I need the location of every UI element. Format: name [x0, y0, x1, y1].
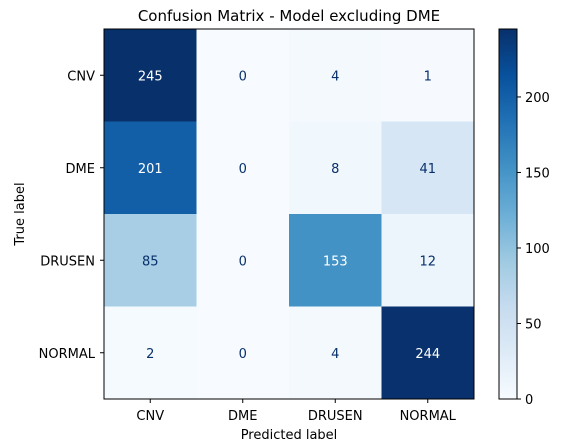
cell-value-label: 0	[239, 162, 247, 177]
heatmap-cell	[381, 214, 475, 307]
heatmap-cell	[289, 121, 382, 215]
colorbar-ticks: 0 50 100 150 200	[517, 91, 550, 408]
heatmap-cell	[196, 121, 290, 215]
heatmap-cell	[104, 29, 197, 122]
heatmap-cell	[104, 121, 197, 215]
cell-value-label: 12	[419, 254, 436, 269]
colorbar-tick-label: 50	[525, 317, 542, 332]
cell-value-label: 0	[239, 347, 247, 362]
cell-value-label: 245	[138, 69, 163, 84]
y-tick-label: DME	[66, 162, 95, 177]
heatmap-cell	[104, 214, 197, 307]
cell-value-label: 244	[415, 347, 440, 362]
colorbar-tick-label: 0	[525, 393, 533, 408]
heatmap-cell	[196, 214, 290, 307]
x-tick-label: CNV	[136, 409, 164, 424]
heatmap-cell	[104, 306, 197, 400]
heatmap-cell	[289, 29, 382, 122]
heatmap-cell	[381, 306, 475, 400]
colorbar-tick-label: 200	[525, 91, 550, 106]
heatmap-cell	[289, 214, 382, 307]
cell-value-label: 201	[138, 162, 163, 177]
heatmap-cell	[381, 121, 475, 215]
y-axis: CNV DME DRUSEN NORMAL	[39, 69, 104, 362]
cell-value-label: 153	[323, 254, 348, 269]
x-tick-label: DME	[228, 409, 257, 424]
colorbar-tick-label: 150	[525, 166, 550, 181]
cell-value-label: 4	[331, 69, 339, 84]
y-tick-label: CNV	[67, 69, 95, 84]
heatmap-cells	[104, 29, 475, 400]
cell-value-label: 1	[424, 69, 432, 84]
chart-title: Confusion Matrix - Model excluding DME	[138, 7, 440, 25]
y-tick-label: NORMAL	[39, 347, 96, 362]
cell-value-label: 0	[239, 69, 247, 84]
heatmap-cell	[289, 306, 382, 400]
cell-value-label: 2	[146, 347, 154, 362]
x-tick-label: DRUSEN	[308, 409, 363, 424]
cell-value-label: 4	[331, 347, 339, 362]
x-axis-label: Predicted label	[241, 428, 338, 443]
cell-value-label: 8	[331, 162, 339, 177]
x-axis: CNV DME DRUSEN NORMAL	[136, 399, 457, 424]
cell-value-label: 85	[142, 254, 159, 269]
colorbar-tick-label: 100	[525, 242, 550, 257]
cell-value-label: 0	[239, 254, 247, 269]
x-tick-label: NORMAL	[400, 409, 457, 424]
heatmap-cell	[196, 29, 290, 122]
cell-value-label: 41	[419, 162, 436, 177]
heatmap-cell	[381, 29, 475, 122]
colorbar-gradient	[498, 28, 518, 400]
heatmap-cell	[196, 306, 290, 400]
y-tick-label: DRUSEN	[40, 254, 95, 269]
plot-frame	[103, 28, 475, 400]
colorbar: 0 50 100 150 200	[498, 28, 550, 408]
y-axis-label: True label	[13, 182, 28, 246]
